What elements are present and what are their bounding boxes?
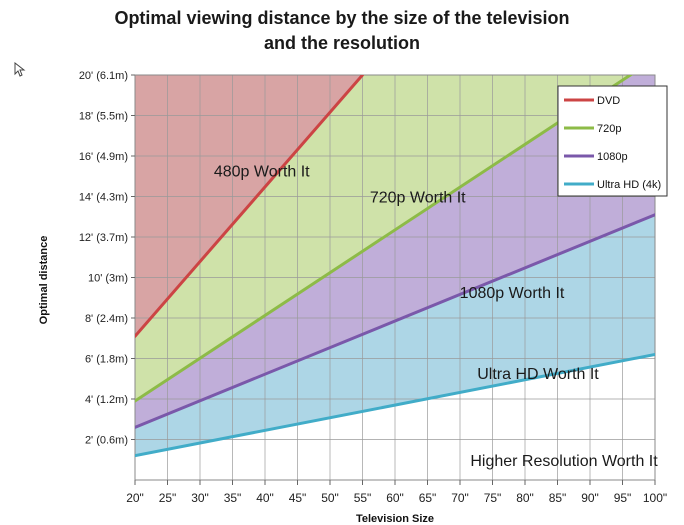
x-tick-label: 55" — [354, 491, 372, 505]
chart-title-line-1: Optimal viewing distance by the size of … — [114, 8, 570, 28]
x-tick-label: 60" — [386, 491, 404, 505]
x-tick-label: 40" — [256, 491, 274, 505]
region-label: 720p Worth It — [370, 190, 466, 207]
y-tick-label: 4' (1.2m) — [85, 394, 128, 406]
y-tick-label: 6' (1.8m) — [85, 354, 128, 366]
legend-label: 1080p — [597, 151, 628, 163]
y-tick-label: 12' (3.7m) — [79, 232, 128, 244]
x-tick-label: 100" — [643, 491, 667, 505]
x-tick-label: 80" — [516, 491, 534, 505]
x-tick-label: 75" — [484, 491, 502, 505]
y-axis-title: Optimal distance — [38, 236, 50, 325]
region-label: Higher Resolution Worth It — [470, 453, 658, 470]
y-tick-label: 14' (4.3m) — [79, 192, 128, 204]
y-tick-label: 8' (2.4m) — [85, 313, 128, 325]
region-label: 480p Worth It — [214, 163, 310, 180]
x-tick-label: 45" — [289, 491, 307, 505]
x-tick-label: 30" — [191, 491, 209, 505]
x-tick-label: 85" — [549, 491, 567, 505]
series-line-1080p — [135, 213, 655, 429]
x-tick-label: 50" — [321, 491, 339, 505]
region-label: Ultra HD Worth It — [477, 366, 599, 383]
mouse-cursor-icon — [14, 62, 26, 77]
axes-layer: 2' (0.6m) 4' (1.2m) 6' (1.8m) 8' (2.4m) 10' … — [79, 70, 667, 505]
y-tick-label: 18' (5.5m) — [79, 111, 128, 123]
y-tick-label: 16' (4.9m) — [79, 151, 128, 163]
y-tick-label: 20' (6.1m) — [79, 70, 128, 82]
chart-title-line-2: and the resolution — [263, 33, 420, 53]
legend-label: 720p — [597, 123, 621, 135]
y-tick-label: 2' (0.6m) — [85, 435, 128, 447]
series-line-ultra-hd-4k — [135, 352, 655, 458]
x-tick-label: 65" — [419, 491, 437, 505]
legend-label: DVD — [597, 95, 620, 107]
x-tick-label: 95" — [614, 491, 632, 505]
legend-box — [557, 85, 668, 197]
x-tick-label: 20" — [126, 491, 144, 505]
legend-label: Ultra HD (4k) — [597, 179, 661, 191]
x-tick-label: 90" — [581, 491, 599, 505]
y-tick-label: 10' (3m) — [88, 273, 128, 285]
x-tick-label: 35" — [224, 491, 242, 505]
x-tick-label: 25" — [159, 491, 177, 505]
chart-title: Optimal viewing distance by the size of … — [0, 6, 684, 56]
x-tick-label: 70" — [451, 491, 469, 505]
series-line-dvd — [135, 75, 364, 338]
x-axis-title: Television Size — [356, 513, 434, 525]
region-label: 1080p Worth It — [460, 285, 565, 302]
region-labels-layer: 480p Worth It 720p Worth It 1080p Worth It… — [214, 163, 658, 470]
legend: DVD 720p 1080p Ultra HD (4k) — [557, 85, 668, 197]
